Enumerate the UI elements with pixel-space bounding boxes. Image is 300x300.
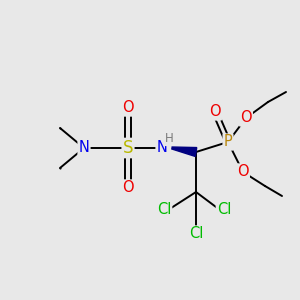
Text: O: O <box>122 100 134 116</box>
Text: H: H <box>165 133 173 146</box>
Text: Cl: Cl <box>217 202 231 217</box>
Text: S: S <box>123 139 133 157</box>
Text: O: O <box>122 181 134 196</box>
Text: Cl: Cl <box>189 226 203 242</box>
Text: P: P <box>224 134 232 149</box>
Polygon shape <box>172 147 197 156</box>
Text: O: O <box>237 164 249 179</box>
Text: O: O <box>240 110 252 125</box>
Text: N: N <box>157 140 167 155</box>
Text: O: O <box>209 104 221 119</box>
Text: N: N <box>79 140 89 155</box>
Text: Cl: Cl <box>157 202 171 217</box>
